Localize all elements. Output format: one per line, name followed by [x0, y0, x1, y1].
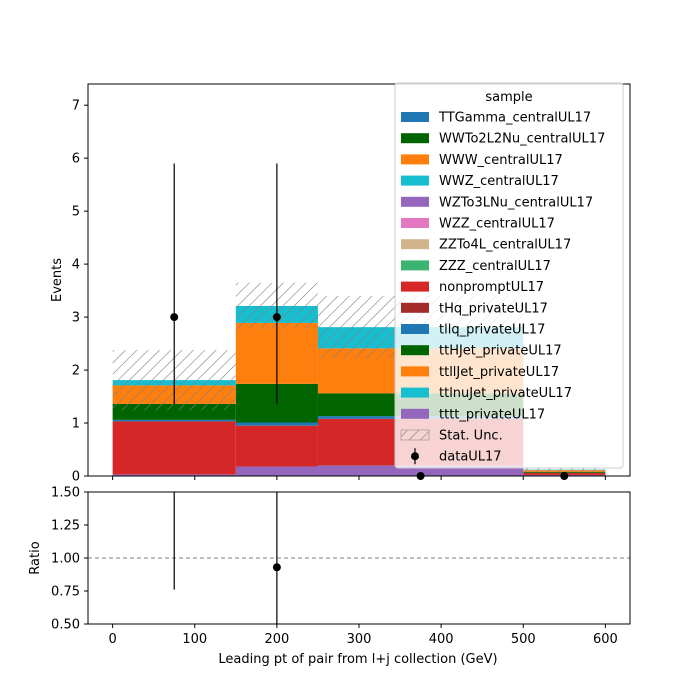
bar-tllq_privateUL17-bin-0 [112, 419, 236, 422]
legend-label-WZTo3LNu_centralUL17: WZTo3LNu_centralUL17 [439, 195, 593, 210]
stat-unc-band-bin-3 [523, 468, 606, 472]
legend-swatch-WZTo3LNu_centralUL17 [401, 196, 429, 207]
y-tick-label-5: 5 [72, 205, 80, 220]
x-tick-label-300: 300 [347, 632, 372, 647]
ratio-y-ticks: 0.50 0.75 1.00 1.25 1.50 [51, 486, 88, 633]
x-tick-label-500: 500 [511, 632, 536, 647]
bar-tllq_privateUL17-bin-1 [235, 422, 318, 426]
x-tick-label-100: 100 [182, 632, 207, 647]
main-x-ticks [112, 476, 606, 480]
x-tick-label-200: 200 [264, 632, 289, 647]
x-axis-label: Leading pt of pair from l+j collection (… [218, 652, 497, 667]
legend-swatch-ttHJet_privateUL17 [401, 345, 429, 356]
legend-label-tllq_privateUL17: tllq_privateUL17 [439, 323, 545, 338]
legend-label-tttt_privateUL17: tttt_privateUL17 [439, 407, 545, 422]
legend-swatch-TTGamma_centralUL17 [401, 112, 429, 122]
ratio-axes-frame [87, 491, 631, 625]
bar-nonpromptUL17-bin-1 [235, 425, 318, 467]
legend-label-data: dataUL17 [439, 450, 502, 465]
ratio-y-tick-label-1.25: 1.25 [51, 519, 80, 534]
legend-data-marker [411, 452, 419, 461]
y-tick-label-3: 3 [72, 311, 80, 326]
y-tick-label-1: 1 [72, 417, 80, 432]
legend-label-ZZZ_centralUL17: ZZZ_centralUL17 [439, 259, 551, 274]
legend-swatch-WWW_centralUL17 [401, 154, 429, 165]
legend-swatch-ttlnuJet_privateUL17 [401, 387, 429, 398]
bar-WZTo3LNu_centralUL17-bin-2 [317, 465, 524, 476]
legend-label-WWW_centralUL17: WWW_centralUL17 [439, 153, 563, 168]
legend-label-ttlnuJet_privateUL17: ttlnuJet_privateUL17 [439, 386, 572, 401]
legend-swatch-tllq_privateUL17 [401, 324, 429, 334]
legend-label-TTGamma_centralUL17: TTGamma_centralUL17 [438, 111, 591, 126]
legend-box [394, 82, 624, 469]
legend-swatch-ZZTo4L_centralUL17 [401, 239, 429, 250]
legend-swatch-WZZ_centralUL17 [401, 218, 429, 228]
legend-label-nonpromptUL17: nonpromptUL17 [439, 280, 544, 295]
x-tick-label-0: 0 [108, 632, 116, 647]
data-point-0 [170, 313, 179, 322]
legend-label-ZZTo4L_centralUL17: ZZTo4L_centralUL17 [439, 238, 571, 253]
legend-label-WWTo2L2Nu_centralUL17: WWTo2L2Nu_centralUL17 [439, 132, 605, 147]
legend-label-WWZ_centralUL17: WWZ_centralUL17 [439, 174, 559, 189]
y-tick-label-6: 6 [72, 152, 80, 167]
main-y-ticks: 0 1 2 3 4 5 6 7 [72, 99, 88, 485]
bar-WZTo3LNu_centralUL17-bin-0 [112, 474, 236, 476]
ratio-x-ticks: 0 100 200 300 400 500 600 [108, 624, 618, 647]
bar-nonpromptUL17-bin-0 [112, 421, 236, 475]
legend-swatch-WWZ_centralUL17 [401, 175, 429, 186]
y-axis-label: Events [50, 258, 65, 302]
ratio-y-tick-label-1.00: 1.00 [51, 552, 80, 567]
ratio-point-1 [272, 563, 281, 572]
legend-swatch-nonpromptUL17 [401, 281, 429, 292]
legend-swatch-WWTo2L2Nu_centralUL17 [401, 133, 429, 144]
ratio-y-tick-label-0.50: 0.50 [51, 618, 80, 633]
legend-swatch-ZZZ_centralUL17 [401, 260, 429, 271]
y-tick-label-2: 2 [72, 364, 80, 379]
y-tick-label-7: 7 [72, 99, 80, 114]
legend: sample TTGamma_centralUL17 WWTo2L2Nu_cent… [394, 82, 624, 469]
y-tick-label-0: 0 [72, 470, 80, 485]
legend-label-tHq_privateUL17: tHq_privateUL17 [439, 301, 548, 316]
legend-swatch-ttllJet_privateUL17 [401, 366, 429, 377]
legend-swatch-stat-unc [400, 429, 430, 441]
legend-swatch-tHq_privateUL17 [401, 302, 429, 313]
x-tick-label-600: 600 [593, 632, 618, 647]
y-tick-label-4: 4 [72, 258, 80, 273]
legend-title: sample [485, 90, 532, 105]
legend-items: TTGamma_centralUL17 WWTo2L2Nu_centralUL17… [400, 111, 605, 465]
ratio-y-axis-label: Ratio [28, 541, 43, 574]
ratio-plot: 0.50 0.75 1.00 1.25 1.50 0 100 200 300 400 500 600… [28, 486, 631, 667]
x-tick-label-400: 400 [429, 632, 454, 647]
legend-swatch-tttt_privateUL17 [401, 408, 429, 419]
ratio-y-tick-label-0.75: 0.75 [51, 585, 80, 600]
ratio-y-tick-label-1.50: 1.50 [51, 486, 80, 501]
ratio-points [173, 492, 281, 624]
data-point-1 [272, 313, 281, 322]
legend-label-ttHJet_privateUL17: ttHJet_privateUL17 [439, 344, 562, 359]
legend-label-ttllJet_privateUL17: ttllJet_privateUL17 [439, 365, 559, 380]
legend-label-WZZ_centralUL17: WZZ_centralUL17 [439, 217, 555, 232]
bar-WZTo3LNu_centralUL17-bin-1 [235, 466, 318, 476]
legend-label-stat-unc: Stat. Unc. [439, 429, 503, 444]
